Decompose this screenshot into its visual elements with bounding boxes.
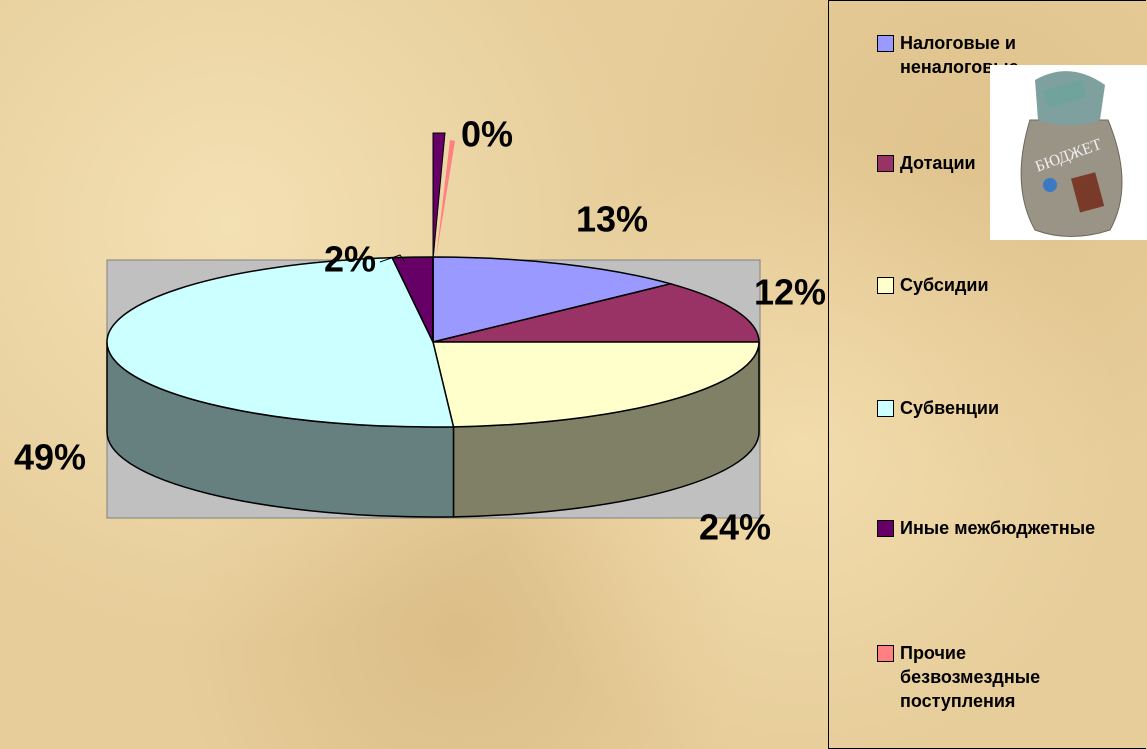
data-label: 0%	[461, 114, 513, 155]
data-label: 2%	[324, 239, 376, 280]
legend-item: Субвенции	[877, 396, 1097, 420]
exploded-sliver	[433, 133, 445, 260]
data-label: 49%	[14, 437, 86, 478]
page: {"chart_data":{"type":"pie", "categories…	[0, 0, 1147, 749]
legend-item: Субсидии	[877, 273, 1097, 297]
data-label: 24%	[699, 507, 771, 548]
legend-label: Иные межбюджетные	[900, 516, 1095, 540]
legend-swatch	[877, 645, 894, 662]
legend-label: Прочие безвозмездные поступления	[900, 641, 1097, 713]
legend-item: Прочие безвозмездные поступления	[877, 641, 1097, 713]
pie	[107, 257, 759, 517]
legend-swatch	[877, 520, 894, 537]
legend-label: Дотации	[900, 151, 976, 175]
data-label: 13%	[576, 199, 648, 240]
legend-label: Субвенции	[900, 396, 999, 420]
legend-swatch	[877, 155, 894, 172]
data-label: 12%	[754, 272, 826, 313]
legend-swatch	[877, 277, 894, 294]
budget-bag-image: БЮДЖЕТ	[990, 65, 1147, 240]
legend-label: Субсидии	[900, 273, 989, 297]
legend-swatch	[877, 400, 894, 417]
legend-swatch	[877, 35, 894, 52]
legend-item: Иные межбюджетные	[877, 516, 1097, 540]
